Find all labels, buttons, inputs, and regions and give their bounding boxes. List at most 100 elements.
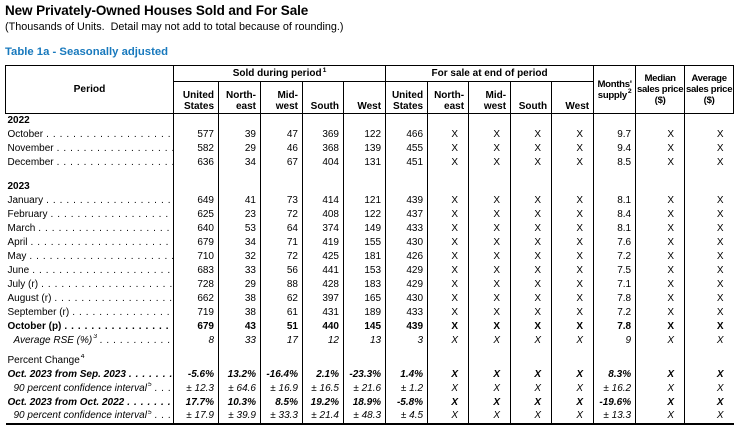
table-row-jun-2023: June6833356441153429XXXX7.5XX xyxy=(6,263,734,278)
table-cell: ± 17.9 xyxy=(173,409,219,425)
table-cell xyxy=(218,179,261,194)
table-cell: 46 xyxy=(260,141,303,156)
table-row-gap-2 xyxy=(6,347,734,354)
table-cell: X xyxy=(510,263,552,278)
row-label: April xyxy=(6,236,174,250)
table-cell: X xyxy=(551,155,594,170)
table-cell: 145 xyxy=(342,319,386,334)
table-cell: X xyxy=(684,155,734,170)
table-cell: X xyxy=(635,395,685,410)
table-cell: 183 xyxy=(342,277,386,292)
table-cell: 34 xyxy=(218,155,261,170)
table-cell xyxy=(173,169,219,180)
table-cell: 429 xyxy=(385,277,428,292)
table-cell: 32 xyxy=(218,249,261,264)
table-cell: X xyxy=(635,127,685,142)
table-cell: X xyxy=(510,291,552,306)
table-row-may-2023: May7103272425181426XXXX7.2XX xyxy=(6,249,734,264)
row-label: November xyxy=(6,142,174,156)
table-cell: X xyxy=(427,221,469,236)
group-header-sold-label: Sold during period xyxy=(232,68,322,79)
table-cell: 439 xyxy=(385,319,428,334)
table-cell: X xyxy=(427,193,469,208)
col-header-sold-south: South xyxy=(302,81,344,114)
table-cell: X xyxy=(684,127,734,142)
table-cell: 149 xyxy=(342,221,386,236)
table-cell xyxy=(510,179,552,194)
table-cell: ± 21.4 xyxy=(302,409,344,425)
table-cell: 72 xyxy=(260,207,303,222)
table-row-dec-2022: December6363467404131451XXXX8.5XX xyxy=(6,155,734,170)
table-cell xyxy=(385,179,428,194)
dot-leader xyxy=(46,195,173,207)
table-cell xyxy=(684,353,734,368)
col-header-sold-west: West xyxy=(342,81,387,114)
table-cell: X xyxy=(551,263,594,278)
row-label: March xyxy=(6,222,174,236)
table-cell: 397 xyxy=(302,291,344,306)
table-cell xyxy=(342,169,386,180)
table-cell: 33 xyxy=(218,263,261,278)
table-cell: 577 xyxy=(173,127,219,142)
dot-leader xyxy=(127,397,173,409)
table-cell xyxy=(427,169,469,180)
col-header-forsale-united-states: United States xyxy=(385,81,429,114)
table-cell xyxy=(635,179,685,194)
dot-leader xyxy=(129,369,173,381)
table-cell: ± 13.3 xyxy=(593,409,636,425)
table-cell xyxy=(551,347,594,354)
table-cell: X xyxy=(635,291,685,306)
table-cell xyxy=(635,113,685,128)
table-cell: X xyxy=(427,305,469,320)
table-cell: X xyxy=(510,395,552,410)
table-cell: X xyxy=(510,409,552,425)
table-cell: 428 xyxy=(302,277,344,292)
table-cell: 23 xyxy=(218,207,261,222)
table-cell: X xyxy=(684,221,734,236)
region-header-row: United States North-east Mid-west South West U… xyxy=(6,81,734,114)
table-cell: 8.5% xyxy=(260,395,303,410)
table-cell: ± 64.6 xyxy=(218,381,261,396)
table-cell: X xyxy=(684,193,734,208)
table-cell xyxy=(510,169,552,180)
dot-leader xyxy=(31,237,173,249)
table-cell: 7.2 xyxy=(593,249,636,264)
table-cell: 33 xyxy=(218,333,261,348)
table-cell xyxy=(260,179,303,194)
table-cell: 47 xyxy=(260,127,303,142)
table-cell: X xyxy=(635,305,685,320)
table-cell: X xyxy=(468,319,511,334)
table-cell: 64 xyxy=(260,221,303,236)
table-cell: 728 xyxy=(173,277,219,292)
table-cell: X xyxy=(427,291,469,306)
table-cell: X xyxy=(510,319,552,334)
table-cell: 8.3% xyxy=(593,367,636,382)
table-cell xyxy=(342,179,386,194)
row-label: 90 percent confidence interval5 xyxy=(6,382,174,396)
table-cell: 7.8 xyxy=(593,319,636,334)
table-row-percent-change: Percent Change4 xyxy=(6,353,734,368)
table-cell: 3 xyxy=(385,333,428,348)
table-cell: X xyxy=(468,207,511,222)
table-cell: X xyxy=(684,141,734,156)
col-header-sold-midwest: Mid-west xyxy=(260,81,303,114)
dot-leader xyxy=(38,223,173,235)
table-cell xyxy=(468,179,511,194)
row-label: Oct. 2023 from Sep. 2023 xyxy=(6,368,174,382)
table-cell xyxy=(593,179,636,194)
dot-leader xyxy=(51,209,173,221)
table-cell: X xyxy=(684,277,734,292)
table-cell: X xyxy=(635,409,685,425)
table-cell xyxy=(684,169,734,180)
table-cell: X xyxy=(635,155,685,170)
table-cell: 18.9% xyxy=(342,395,386,410)
table-row-pct-yoy: Oct. 2023 from Oct. 202217.7%10.3%8.5%19… xyxy=(6,395,734,410)
table-cell xyxy=(342,113,386,128)
table-cell: 441 xyxy=(302,263,344,278)
table-cell xyxy=(385,113,428,128)
table-cell xyxy=(385,347,428,354)
table-cell xyxy=(260,169,303,180)
dot-leader xyxy=(155,410,173,422)
footnote-marker-1: 1 xyxy=(322,66,327,74)
table-cell: 153 xyxy=(342,263,386,278)
